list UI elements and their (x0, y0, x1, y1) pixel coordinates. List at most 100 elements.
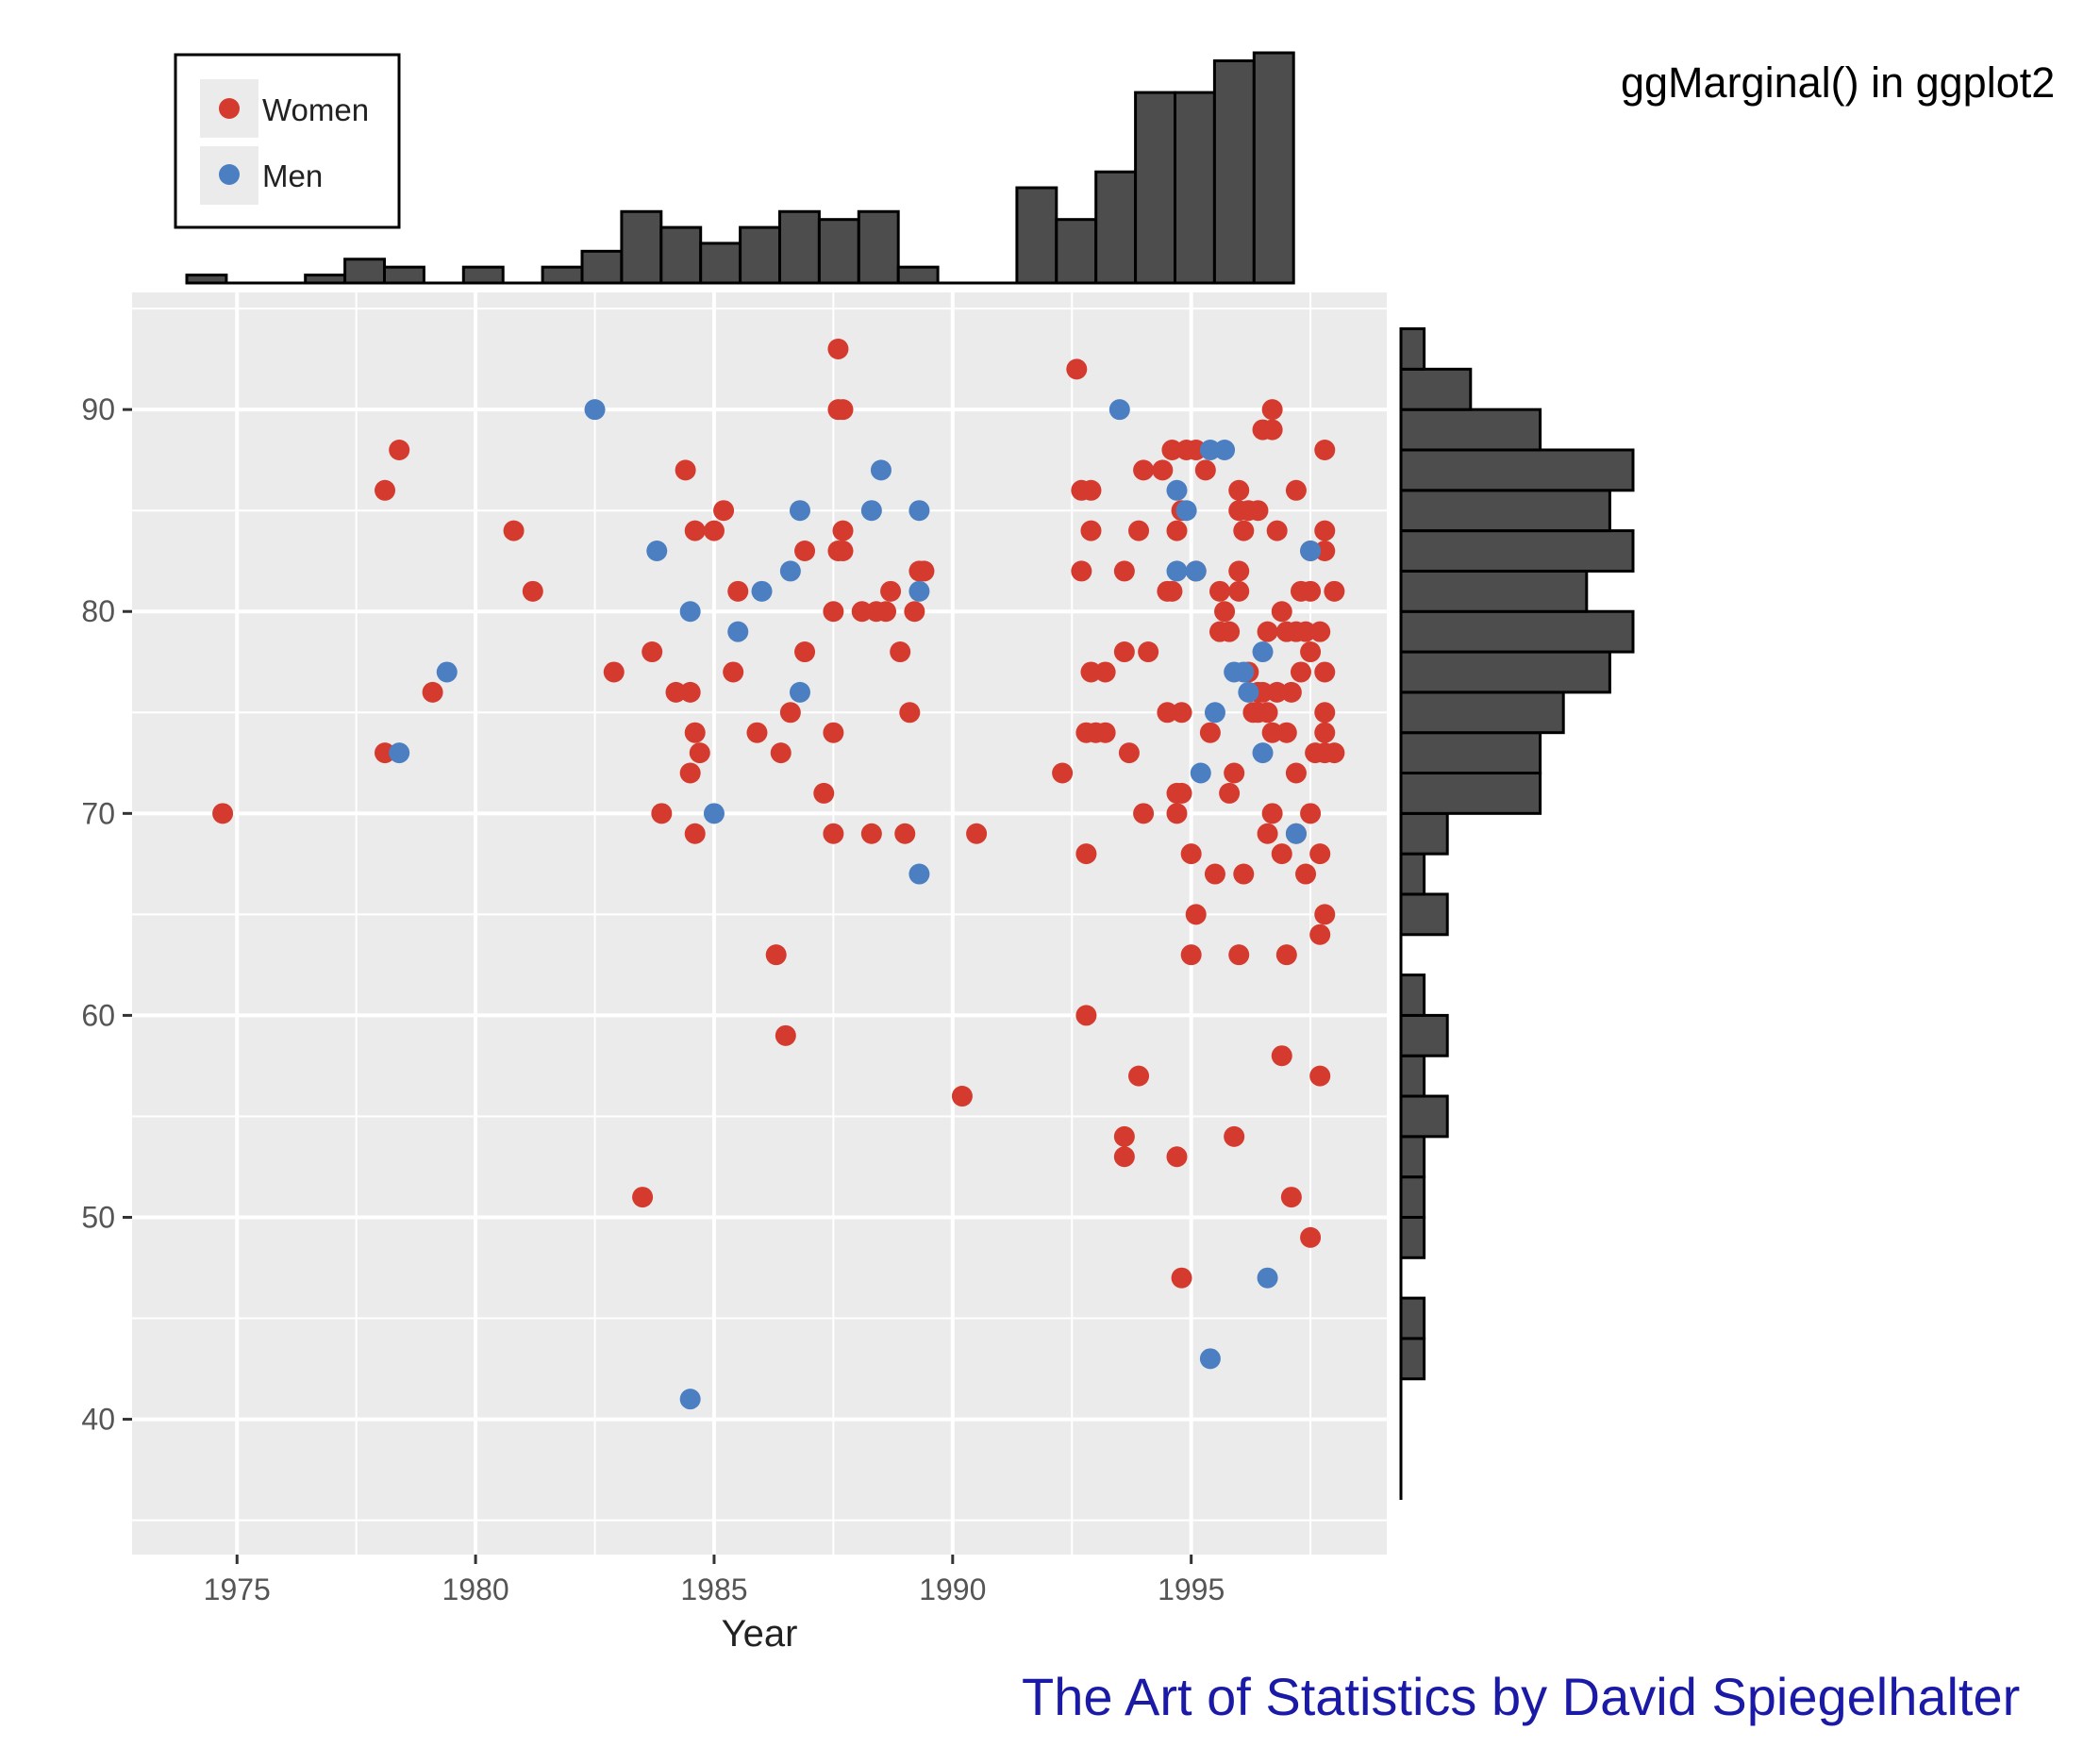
women-point (1128, 520, 1150, 541)
y-tick-label: 50 (81, 1200, 115, 1234)
women-point (1113, 1146, 1135, 1168)
women-point (679, 681, 701, 703)
top-histogram-bar (541, 265, 584, 285)
women-point (375, 479, 396, 501)
women-point (894, 823, 916, 844)
women-point (1252, 681, 1274, 703)
top-histogram-bar (817, 218, 860, 285)
men-point (727, 621, 749, 642)
women-point (1309, 1065, 1331, 1087)
top-histogram-bar (1174, 91, 1216, 285)
right-histogram-bar (1399, 327, 1426, 371)
women-point (1257, 823, 1278, 844)
top-histogram-bar (659, 225, 703, 285)
women-point (1228, 580, 1250, 602)
right-histogram-bar (1399, 367, 1473, 411)
x-axis-label: Year (722, 1613, 798, 1655)
women-point (1271, 601, 1292, 623)
women-point (966, 823, 988, 844)
women-point (1275, 944, 1297, 966)
men-point (1204, 702, 1225, 724)
right-histogram-bar (1399, 650, 1611, 694)
women-point (1285, 762, 1307, 784)
women-point (875, 601, 897, 623)
women-point (375, 742, 396, 764)
women-point (1209, 580, 1231, 602)
women-point (684, 722, 706, 743)
women-point (1118, 742, 1140, 764)
women-point (1138, 641, 1159, 663)
women-point (770, 742, 792, 764)
legend-dot-men (219, 164, 240, 185)
women-point (1228, 479, 1250, 501)
top-histogram-bar (778, 209, 821, 285)
women-point (890, 641, 911, 663)
men-point (679, 1389, 701, 1410)
men-point (646, 541, 668, 562)
women-point (1204, 863, 1225, 885)
men-point (1252, 641, 1274, 663)
women-point (1280, 1187, 1302, 1208)
women-point (1080, 479, 1102, 501)
women-point (689, 742, 710, 764)
women-point (632, 1187, 654, 1208)
y-tick-label: 90 (81, 392, 115, 426)
x-tick-label: 1995 (1158, 1572, 1225, 1606)
top-histogram-bar (1055, 218, 1098, 285)
women-point (1180, 944, 1202, 966)
women-point (1075, 843, 1097, 865)
women-point (813, 782, 835, 804)
women-point (642, 641, 663, 663)
men-point (1108, 399, 1130, 421)
men-point (860, 500, 882, 522)
right-histogram-bar (1399, 1054, 1426, 1098)
women-point (389, 439, 410, 460)
women-point (665, 681, 687, 703)
women-point (503, 520, 525, 541)
x-tick-label: 1985 (680, 1572, 747, 1606)
women-point (422, 681, 443, 703)
women-point (913, 560, 935, 582)
women-point (1271, 1045, 1292, 1067)
women-point (1271, 843, 1292, 865)
women-point (1171, 702, 1192, 724)
women-point (779, 702, 801, 724)
men-point (870, 459, 892, 481)
top-histogram-bar (1094, 170, 1138, 285)
men-point (1166, 479, 1188, 501)
women-point (1214, 601, 1236, 623)
women-point (1275, 722, 1297, 743)
women-point (1219, 621, 1241, 642)
women-point (1324, 580, 1345, 602)
women-point (1185, 439, 1207, 460)
women-point (765, 944, 787, 966)
women-point (1080, 520, 1102, 541)
women-point (1166, 803, 1188, 824)
men-point (1199, 439, 1221, 460)
women-point (823, 722, 844, 743)
women-point (1257, 702, 1278, 724)
right-histogram-bar (1399, 609, 1635, 654)
right-histogram-bar (1399, 1135, 1426, 1179)
women-point (832, 520, 854, 541)
men-point (908, 580, 930, 602)
right-histogram-bar (1399, 1337, 1426, 1381)
x-tick-label: 1980 (442, 1572, 509, 1606)
women-point (1228, 944, 1250, 966)
women-point (1261, 722, 1283, 743)
y-tick-label: 80 (81, 594, 115, 628)
women-point (832, 541, 854, 562)
women-point (1314, 661, 1336, 683)
women-point (1052, 762, 1074, 784)
top-histogram-bar (1134, 91, 1176, 285)
women-point (1247, 500, 1269, 522)
women-point (713, 500, 735, 522)
women-point (1075, 1005, 1097, 1026)
women-point (1295, 621, 1317, 642)
women-point (1199, 722, 1221, 743)
right-histogram-bar (1399, 489, 1611, 533)
women-point (1314, 904, 1336, 925)
women-point (1094, 661, 1116, 683)
x-tick-label: 1990 (919, 1572, 986, 1606)
women-point (794, 541, 816, 562)
